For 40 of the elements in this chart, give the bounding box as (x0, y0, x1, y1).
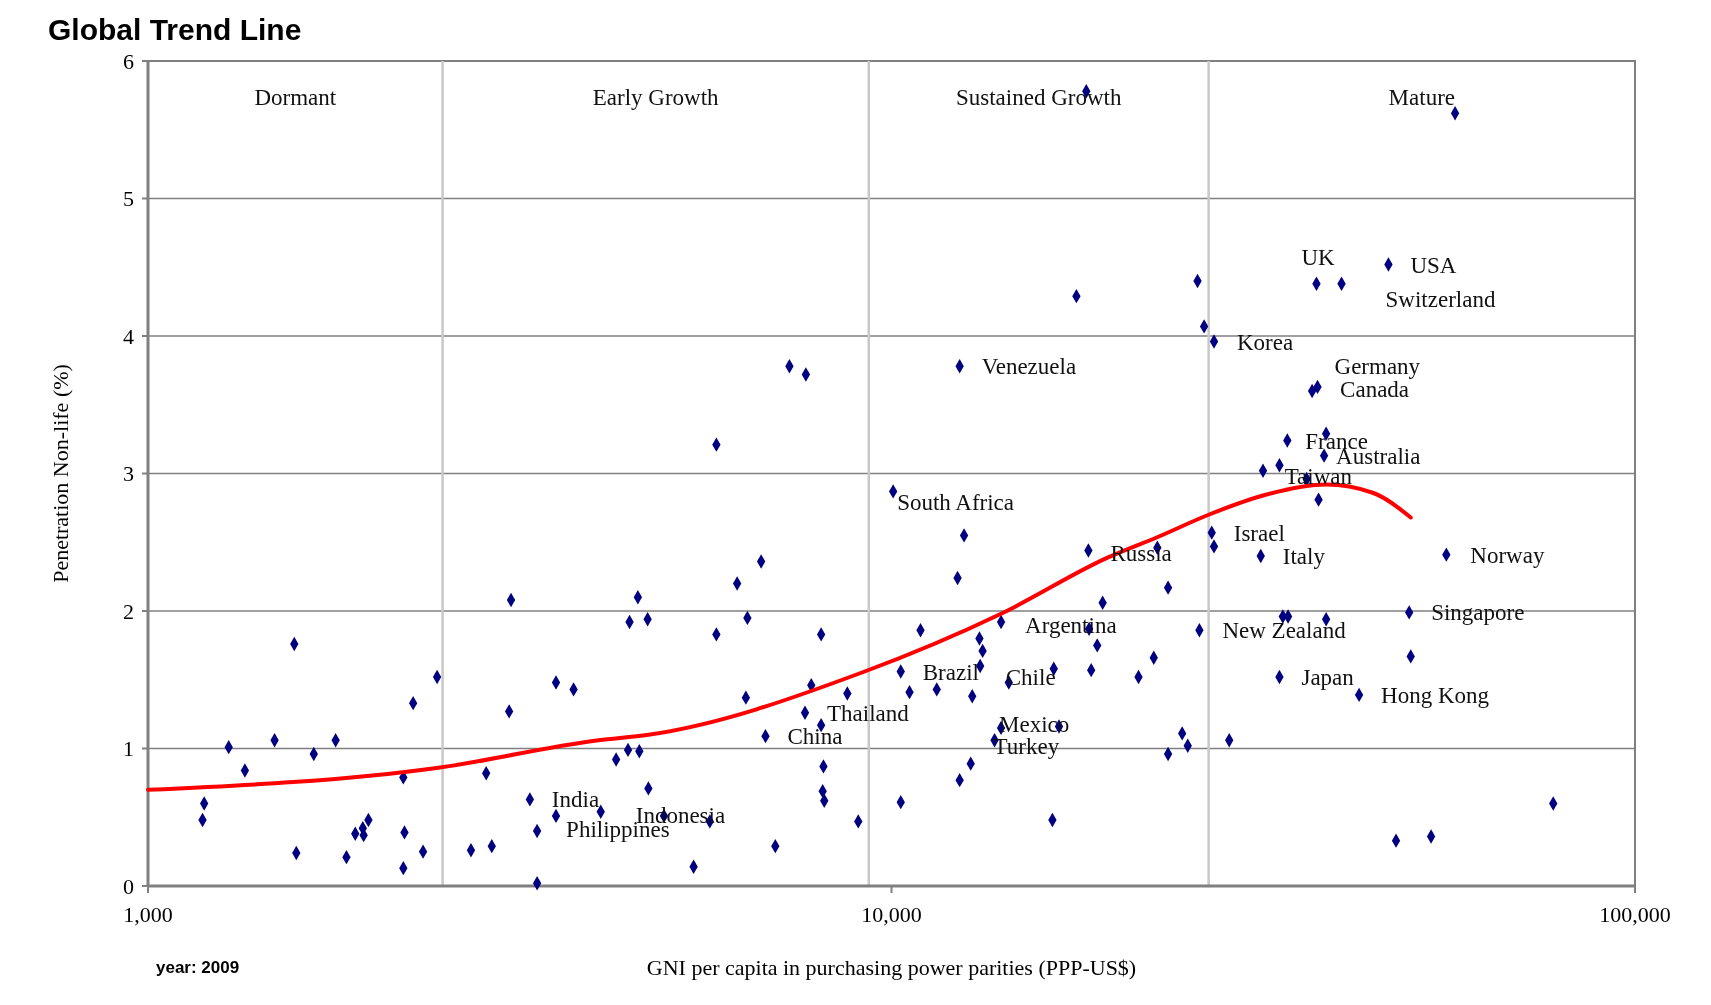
annotation: Russia (1110, 540, 1172, 566)
y-tick-label: 5 (123, 186, 134, 212)
annotation: Turkey (993, 734, 1060, 760)
annotation: UK (1301, 244, 1336, 270)
annotation: India (551, 787, 600, 813)
annotation: Germany (1334, 353, 1421, 379)
annotation: Brazil (922, 659, 979, 685)
annotation: Argentina (1025, 613, 1117, 639)
annotation: Venezuela (981, 354, 1077, 380)
y-tick-label: 4 (123, 323, 134, 349)
y-tick-label: 2 (123, 598, 134, 624)
annotation: Sustained Growth (955, 85, 1122, 110)
annotation: Dormant (254, 85, 337, 110)
annotation: Early Growth (592, 85, 720, 110)
annotation: China (787, 724, 843, 750)
annotation: Thailand (827, 700, 910, 726)
annotation: South Africa (897, 490, 1015, 516)
y-tick-label: 0 (123, 873, 134, 899)
annotation: Switzerland (1385, 286, 1496, 312)
annotation: Mature (1388, 85, 1456, 110)
x-tick-label: 10,000 (861, 902, 922, 927)
annotation: Italy (1282, 544, 1326, 570)
text: year: 2009 (156, 958, 240, 977)
annotation: Singapore (1431, 600, 1525, 626)
x-axis-title: GNI per capita in purchasing power parities (PPP-US$) (646, 955, 1137, 980)
x-tick-label: 1,000 (123, 902, 173, 927)
annotation: USA (1410, 252, 1457, 278)
x-tick-label: 100,000 (1599, 902, 1671, 927)
annotation: Korea (1237, 329, 1294, 355)
chart-title: Global Trend Line (48, 13, 302, 46)
y-tick-label: 3 (123, 461, 134, 487)
annotation: Japan (1301, 665, 1355, 691)
annotation: Hong Kong (1381, 682, 1490, 708)
y-tick-label: 1 (123, 736, 134, 762)
annotation: Canada (1340, 377, 1410, 403)
y-tick-label: 6 (123, 48, 134, 74)
y-axis-title: Penetration Non-life (%) (48, 364, 73, 583)
annotation: New Zealand (1222, 618, 1347, 644)
annotation: Norway (1470, 542, 1545, 568)
annotation: Israel (1233, 520, 1285, 546)
